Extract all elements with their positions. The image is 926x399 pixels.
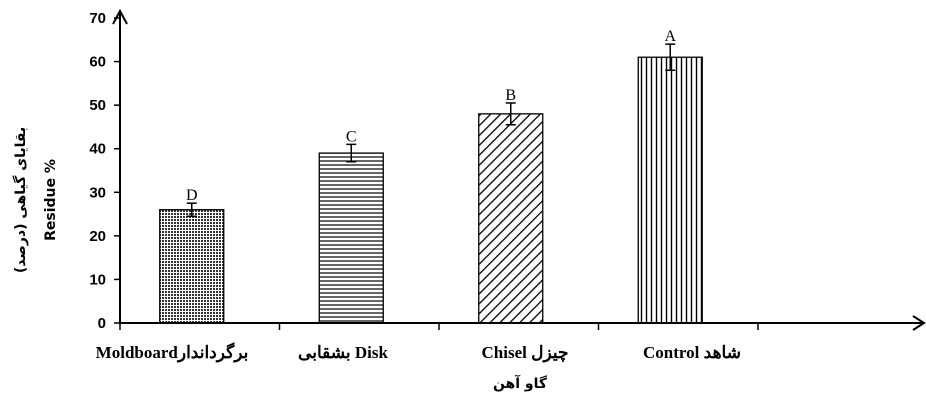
- significance-label: C: [346, 128, 357, 145]
- axes: [112, 8, 926, 331]
- y-tick-label: 10: [89, 271, 106, 288]
- category-label: Control شاهد: [643, 343, 741, 362]
- y-axis-arrow: [112, 8, 128, 25]
- y-axis-ticks: 0 10 20 30 40 50 60 70: [89, 10, 120, 332]
- y-tick-label: 20: [89, 228, 106, 245]
- y-axis-title-en: Residue %: [43, 159, 59, 241]
- y-tick-label: 40: [89, 141, 106, 158]
- category-label: Moldboardبرگرداندار: [96, 342, 249, 363]
- significance-label: B: [505, 87, 516, 104]
- y-axis-title-fa: بقایای گیاهی (درصد): [12, 127, 29, 273]
- bar: [637, 56, 703, 324]
- category-label: بشقابی Disk: [298, 343, 388, 362]
- x-axis-labels: Moldboardبرگرداندار بشقابی Disk Chisel چیز…: [96, 342, 741, 363]
- y-tick-label: 0: [98, 315, 106, 332]
- bar: [318, 152, 384, 324]
- significance-label: D: [186, 187, 198, 204]
- x-axis-arrow: [912, 315, 926, 331]
- x-axis-title: گاو آهن: [493, 374, 548, 392]
- bar: [478, 113, 544, 324]
- y-tick-label: 50: [89, 97, 106, 114]
- category-label: Chisel چیزل: [482, 343, 569, 363]
- y-tick-label: 30: [89, 184, 106, 201]
- y-tick-label: 60: [89, 54, 106, 71]
- bar: [159, 209, 225, 324]
- y-tick-label: 70: [89, 10, 106, 27]
- bars: D C B A: [159, 28, 703, 324]
- significance-label: A: [664, 28, 676, 45]
